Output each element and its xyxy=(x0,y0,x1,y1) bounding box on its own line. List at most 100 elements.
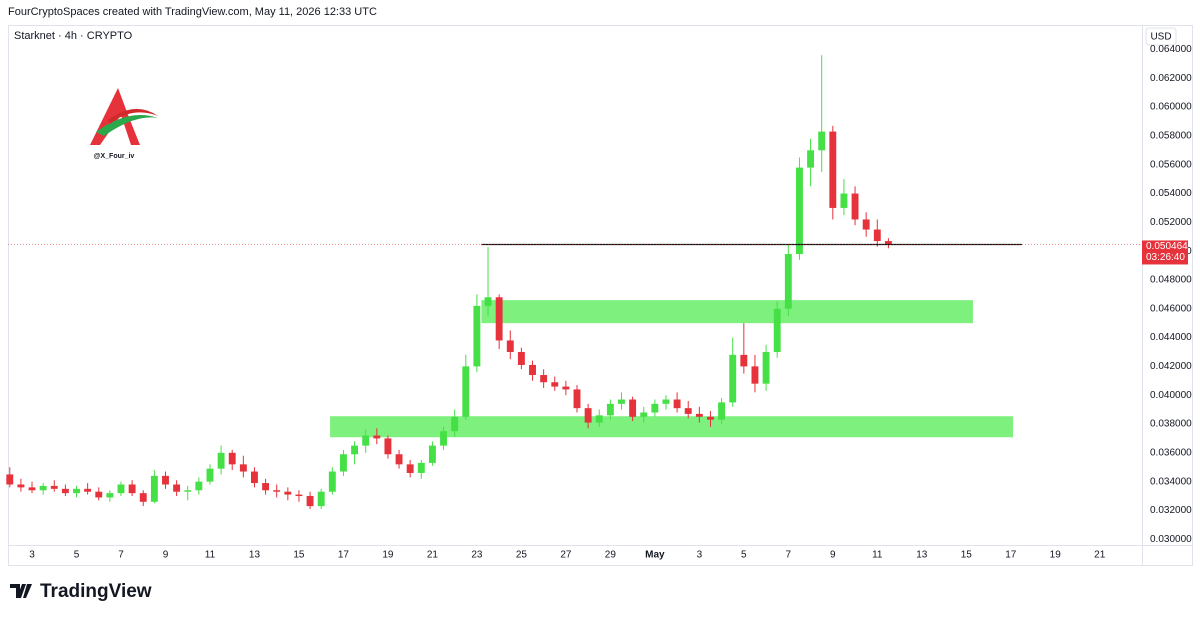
candle-body xyxy=(729,354,737,403)
candle-body xyxy=(150,475,158,502)
candle-body xyxy=(106,493,114,498)
candle-body xyxy=(495,297,503,341)
candle-body xyxy=(351,445,359,455)
candle-body xyxy=(239,464,247,472)
candle-body xyxy=(317,491,325,507)
y-tick-label: 0.030000 xyxy=(1150,534,1192,545)
logo-swoosh xyxy=(96,115,158,136)
candle-body xyxy=(673,399,681,409)
candle-body xyxy=(740,354,748,367)
candle-body xyxy=(39,485,47,491)
candle-body xyxy=(162,475,169,485)
tv-icon xyxy=(10,584,32,598)
candle-body xyxy=(751,366,759,384)
frame xyxy=(8,25,1193,566)
candle-body xyxy=(362,435,370,446)
x-tick-label: 3 xyxy=(697,550,703,561)
y-tick-label: 0.062000 xyxy=(1150,73,1192,84)
y-tick-label: 0.036000 xyxy=(1150,447,1192,458)
candle-body xyxy=(873,229,881,242)
chart-title: Starknet · 4h · CRYPTO xyxy=(14,30,133,42)
countdown: 03:26:40 xyxy=(1146,252,1185,263)
candle-body xyxy=(807,150,815,168)
candle-body xyxy=(540,375,548,383)
candle-body xyxy=(139,493,147,502)
y-tick-label: 0.060000 xyxy=(1150,102,1192,113)
candle-body xyxy=(640,412,648,417)
x-tick-label: 9 xyxy=(163,550,169,561)
x-tick-label: 21 xyxy=(427,550,439,561)
candle-body xyxy=(284,491,292,495)
last-price-box xyxy=(1142,240,1188,265)
y-tick-label: 0.064000 xyxy=(1150,44,1192,55)
candle-body xyxy=(662,399,670,404)
candle-body xyxy=(84,488,92,492)
candle-body xyxy=(73,488,80,494)
header: FourCryptoSpaces created with TradingVie… xyxy=(8,6,377,18)
candle-body xyxy=(517,351,525,365)
candle-body xyxy=(562,386,570,390)
candle-body xyxy=(184,490,192,492)
x-tick-label: 5 xyxy=(74,550,80,561)
currency[interactable]: USD xyxy=(1150,32,1171,43)
x-tick-label: 7 xyxy=(786,550,792,561)
candle-body xyxy=(862,219,870,230)
candle-body xyxy=(773,308,781,352)
candle-body xyxy=(28,487,36,491)
x-tick-label: May xyxy=(645,550,665,561)
candle-body xyxy=(784,254,792,309)
candle-body xyxy=(273,490,281,492)
x-tick-label: 19 xyxy=(382,550,394,561)
candle-body xyxy=(173,484,181,492)
candle-body xyxy=(373,435,381,439)
footer-brand: TradingView xyxy=(40,581,152,602)
x-tick-label: 15 xyxy=(293,550,305,561)
y-tick-label: 0.034000 xyxy=(1150,476,1192,487)
candle-body xyxy=(17,484,25,488)
candle-body xyxy=(695,413,703,417)
candle-body xyxy=(884,241,892,245)
candle-body xyxy=(395,454,403,465)
candle-body xyxy=(251,471,258,484)
currency-box[interactable] xyxy=(1145,27,1177,46)
candle-body xyxy=(595,415,603,423)
candle-body xyxy=(306,496,314,507)
y-tick-label: 0.040000 xyxy=(1150,390,1192,401)
candle-body xyxy=(795,167,803,255)
candle-body xyxy=(462,366,470,417)
candle-body xyxy=(451,416,459,432)
candle-body xyxy=(262,483,270,491)
x-tick-label: 21 xyxy=(1094,550,1106,561)
x-tick-label: 11 xyxy=(205,550,216,561)
candle-body xyxy=(618,399,625,404)
candle-body xyxy=(440,431,447,446)
x-tick-label: 9 xyxy=(830,550,836,561)
candle-body xyxy=(417,462,425,473)
x-tick-label: 17 xyxy=(338,550,350,561)
y-tick-label: 0.044000 xyxy=(1150,332,1192,343)
x-tick-label: 11 xyxy=(872,550,883,561)
candle-body xyxy=(328,471,336,492)
candle-body xyxy=(61,488,69,494)
candle-body xyxy=(339,454,347,472)
candle-body xyxy=(117,484,125,494)
x-tick-label: 27 xyxy=(560,550,572,561)
x-tick-label: 19 xyxy=(1050,550,1062,561)
y-tick-label: 0.038000 xyxy=(1150,419,1192,430)
candle-body xyxy=(851,193,859,220)
candle-body xyxy=(707,416,714,420)
candle-body xyxy=(762,351,770,384)
candle-body xyxy=(651,403,659,413)
y-tick-label: 0.048000 xyxy=(1150,275,1192,286)
y-tick-label: 0.032000 xyxy=(1150,505,1192,516)
x-tick-label: 5 xyxy=(741,550,747,561)
zone xyxy=(330,416,1013,438)
candle-body xyxy=(50,485,58,489)
candle-body xyxy=(128,484,136,494)
x-tick-label: 3 xyxy=(29,550,35,561)
candle-body xyxy=(551,382,559,387)
y-tick-label: 0.046000 xyxy=(1150,303,1192,314)
logo-swoosh xyxy=(108,108,158,124)
x-tick-label: 13 xyxy=(916,550,928,561)
candle-body xyxy=(506,340,514,352)
